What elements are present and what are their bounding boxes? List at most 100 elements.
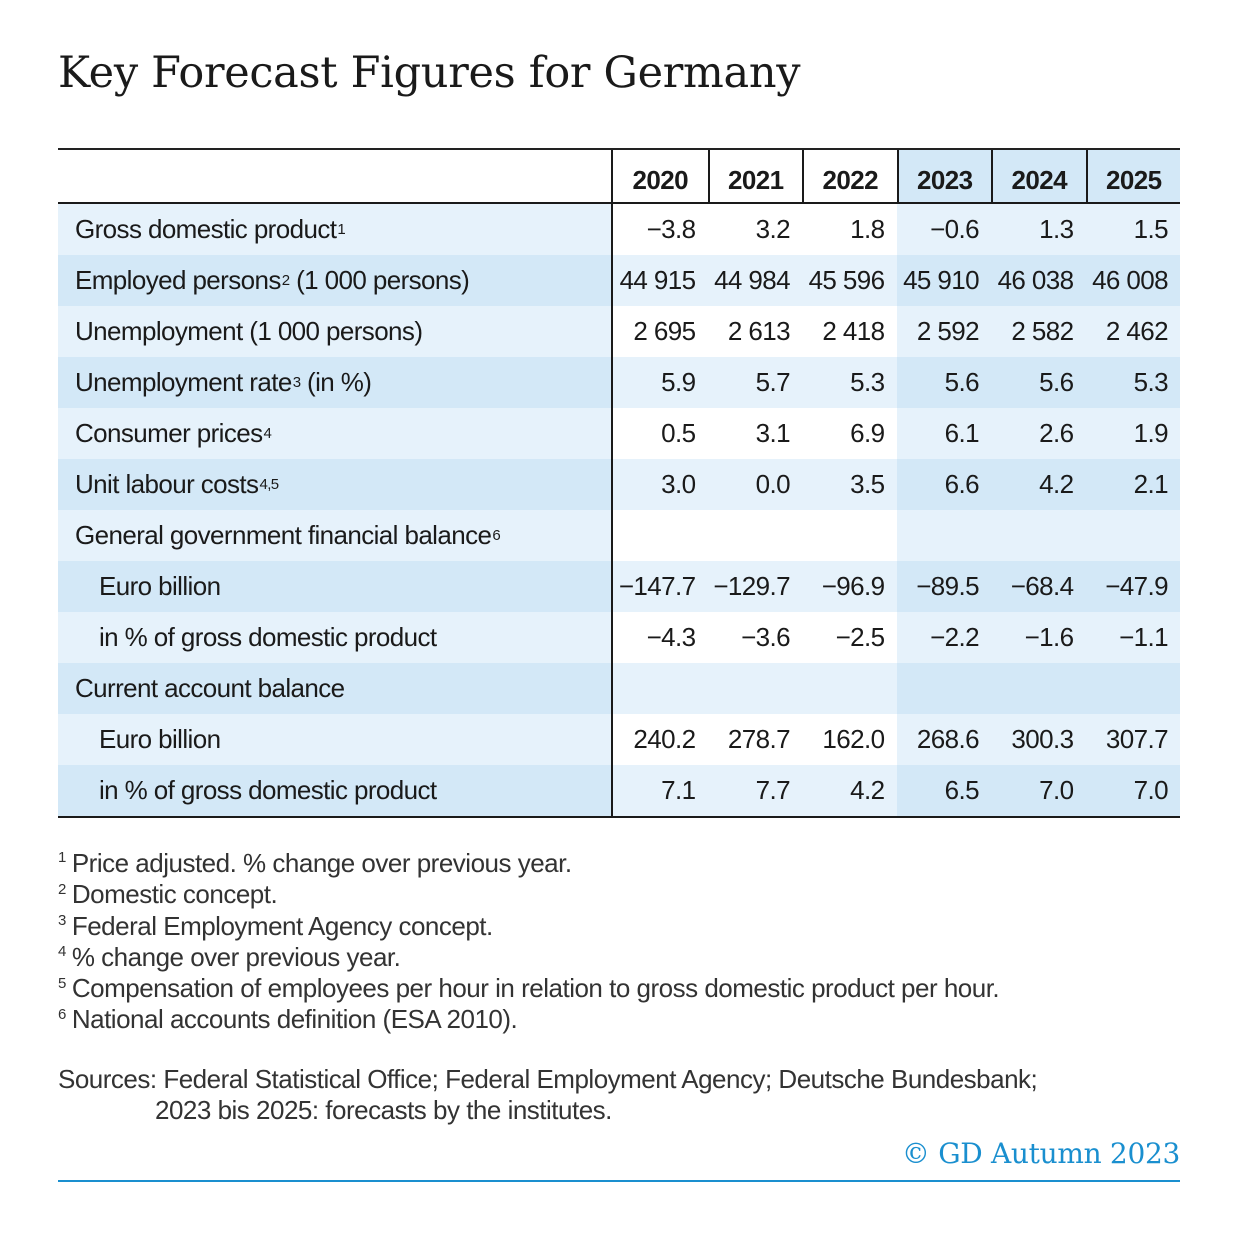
- table-row: Unit labour costs 4,5 3.0 0.0 3.5 6.6 4.2 2.1: [58, 459, 1180, 510]
- header-label-cell: [58, 150, 613, 202]
- row-label-text: in % of gross domestic product: [99, 775, 437, 805]
- table-row: Gross domestic product 1 −3.8 3.2 1.8 −0.6 1.3…: [58, 204, 1180, 255]
- value-cell: 2 418: [802, 306, 897, 357]
- row-label-text: Unemployment (1 000 persons): [75, 316, 423, 346]
- value-cell: 46 008: [1085, 255, 1180, 306]
- row-label: in % of gross domestic product: [58, 612, 613, 663]
- row-label: Unemployment rate 3 (in %): [58, 357, 613, 408]
- value-cell: −0.6: [896, 204, 991, 255]
- table-row: Current account balance: [58, 663, 1180, 714]
- year-header: 2020: [613, 150, 708, 202]
- value-cell: [896, 663, 991, 714]
- row-label: Unit labour costs 4,5: [58, 459, 613, 510]
- row-label: Current account balance: [58, 663, 613, 714]
- table-row: Employed persons 2 (1 000 persons) 44 915 4…: [58, 255, 1180, 306]
- value-cell: 45 910: [896, 255, 991, 306]
- year-header: 2025: [1085, 150, 1180, 202]
- value-cell: 2.1: [1085, 459, 1180, 510]
- row-label-text: Current account balance: [75, 673, 345, 703]
- value-cell: 2 462: [1085, 306, 1180, 357]
- footnote-text: Price adjusted. % change over previous y…: [71, 848, 572, 878]
- footnote-line: 2 Domestic concept.: [58, 879, 999, 910]
- value-cell: 4.2: [991, 459, 1086, 510]
- value-cell: 0.5: [613, 408, 708, 459]
- footnote-number: 3: [58, 911, 66, 929]
- row-label-text: Euro billion: [99, 724, 221, 754]
- value-cell: 44 915: [613, 255, 708, 306]
- table-row: in % of gross domestic product 7.1 7.7 4.2 6…: [58, 765, 1180, 818]
- value-cell: 2 592: [896, 306, 991, 357]
- value-cell: 1.3: [991, 204, 1086, 255]
- row-label-text: Unit labour costs: [75, 469, 259, 499]
- value-cell: −2.2: [896, 612, 991, 663]
- row-label: Euro billion: [58, 561, 613, 612]
- value-cell: 0.0: [707, 459, 802, 510]
- year-header: 2023: [896, 150, 991, 202]
- value-cell: 2 582: [991, 306, 1086, 357]
- value-cell: −47.9: [1085, 561, 1180, 612]
- table-row: Euro billion 240.2 278.7 162.0 268.6 300.3 307…: [58, 714, 1180, 765]
- value-cell: 5.9: [613, 357, 708, 408]
- row-label-text: in % of gross domestic product: [99, 622, 437, 652]
- table-header-row: 2020 2021 2022 2023 2024 2025: [58, 150, 1180, 204]
- footnote-number: 2: [58, 880, 66, 898]
- footnote-text: Federal Employment Agency concept.: [71, 910, 493, 941]
- value-cell: [707, 510, 802, 561]
- value-cell: 300.3: [991, 714, 1086, 765]
- year-header: 2022: [802, 150, 897, 202]
- value-cell: 1.5: [1085, 204, 1180, 255]
- value-cell: 3.1: [707, 408, 802, 459]
- value-cell: 6.9: [802, 408, 897, 459]
- value-cell: 5.7: [707, 357, 802, 408]
- row-label-text: Gross domestic product: [75, 214, 337, 244]
- row-label-text: General government financial balance: [75, 520, 492, 550]
- footnote-line: 5 Compensation of employees per hour in r…: [58, 973, 1000, 1004]
- value-cell: 4.2: [802, 765, 897, 816]
- table-row: Unemployment (1 000 persons) 2 695 2 613 2 …: [58, 306, 1180, 357]
- table-row: General government financial balance 6: [58, 510, 1180, 561]
- footnote-number: 6: [58, 1005, 66, 1023]
- page-title: Key Forecast Figures for Germany: [58, 48, 801, 98]
- sources-note: Sources: Federal Statistical Office; Fed…: [58, 1064, 1038, 1126]
- value-cell: 6.6: [896, 459, 991, 510]
- row-label: Consumer prices 4: [58, 408, 613, 459]
- row-label: in % of gross domestic product: [58, 765, 613, 816]
- sources-line-1: Sources: Federal Statistical Office; Fed…: [58, 1064, 1038, 1094]
- value-cell: [802, 510, 897, 561]
- row-label: Euro billion: [58, 714, 613, 765]
- value-cell: −1.1: [1085, 612, 1180, 663]
- value-cell: 1.9: [1085, 408, 1180, 459]
- footnote-line: 6 National accounts definition (ESA 2010)…: [58, 1004, 999, 1035]
- value-cell: −2.5: [802, 612, 897, 663]
- footnote-text: Domestic concept.: [71, 879, 278, 910]
- footnotes: 1 Price adjusted. % change over previous …: [58, 848, 1000, 1036]
- sources-line-2: 2023 bis 2025: forecasts by the institut…: [155, 1095, 612, 1125]
- footnote-text: Compensation of employees per hour in re…: [71, 973, 1000, 1004]
- value-cell: 2.6: [991, 408, 1086, 459]
- table-row: Unemployment rate 3 (in %) 5.9 5.7 5.3 5.6 5.6…: [58, 357, 1180, 408]
- value-cell: 2 613: [707, 306, 802, 357]
- footnote-text: National accounts definition (ESA 2010).: [71, 1004, 518, 1035]
- year-header: 2024: [991, 150, 1086, 202]
- value-cell: 7.7: [707, 765, 802, 816]
- value-cell: −96.9: [802, 561, 897, 612]
- value-cell: 5.6: [896, 357, 991, 408]
- value-cell: 44 984: [707, 255, 802, 306]
- value-cell: 240.2: [613, 714, 708, 765]
- value-cell: 2 695: [613, 306, 708, 357]
- footnote-line: 3 Federal Employment Agency concept.: [58, 911, 999, 942]
- value-cell: 307.7: [1085, 714, 1180, 765]
- value-cell: 46 038: [991, 255, 1086, 306]
- value-cell: −1.6: [991, 612, 1086, 663]
- row-label-text: Consumer prices: [75, 418, 263, 448]
- table-row: in % of gross domestic product −4.3 −3.6 −2…: [58, 612, 1180, 663]
- value-cell: 7.1: [613, 765, 708, 816]
- value-cell: 3.5: [802, 459, 897, 510]
- footnote-number: 4: [58, 943, 66, 961]
- value-cell: −3.8: [613, 204, 708, 255]
- value-cell: 5.3: [1085, 357, 1180, 408]
- row-label-unit: (in %): [300, 367, 372, 397]
- footnote-line: 1 Price adjusted. % change over previous …: [58, 848, 999, 879]
- value-cell: [613, 663, 708, 714]
- value-cell: [707, 663, 802, 714]
